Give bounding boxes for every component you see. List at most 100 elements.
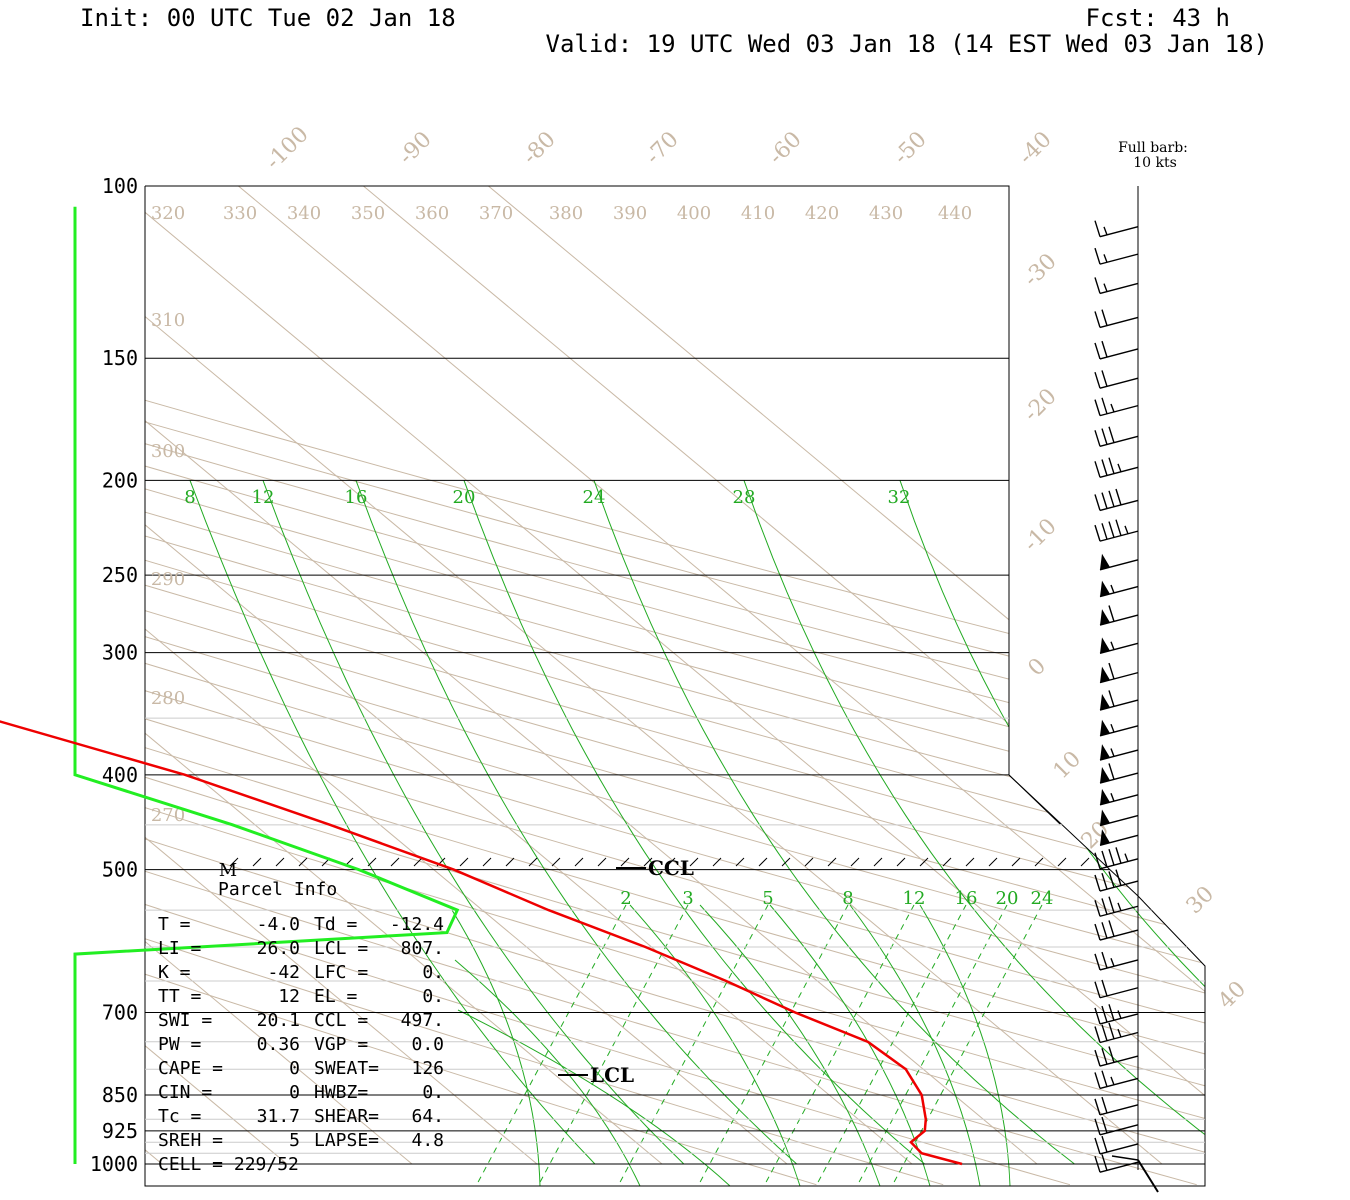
theta-label: 430: [869, 203, 903, 224]
wind-barb: [1099, 829, 1139, 846]
hatch-mark: [482, 857, 492, 867]
parcel-info-cell: SHEAR=: [314, 1106, 379, 1127]
parcel-info-cell: 126: [411, 1058, 444, 1079]
wind-barb: [1094, 220, 1139, 238]
parcel-info-cell: PW =: [158, 1034, 202, 1055]
wind-barb: [1099, 744, 1139, 761]
wind-barb: [1099, 809, 1139, 827]
parcel-info-cell: LFC =: [314, 962, 368, 983]
parcel-info-cell: Tc =: [158, 1106, 202, 1127]
mixing-ratio-dashed-line: [856, 904, 1008, 1186]
moist-adiabat-lower-line: [699, 904, 881, 1186]
plot-frame: [144, 185, 1206, 1187]
wind-barb: [1094, 519, 1139, 542]
hatch-mark: [1011, 857, 1021, 867]
valid-time: Valid: 19 UTC Wed 03 Jan 18 (14 EST Wed …: [546, 30, 1268, 58]
pressure-label: 300: [102, 641, 138, 665]
parcel-info-cell: SREH =: [158, 1130, 223, 1151]
dry-adiabat-line: [145, 186, 1205, 1186]
theta-label: 420: [805, 203, 839, 224]
wind-barb: [1094, 277, 1139, 295]
wind-barb: [1099, 637, 1139, 654]
pressure-label: 250: [102, 563, 138, 587]
dry-adiabat-line: [145, 186, 1205, 1186]
isotherm-label: -70: [641, 127, 684, 170]
hatch-mark: [643, 857, 653, 867]
parcel-info-cell: 20.1: [257, 1010, 300, 1031]
hatch-mark: [896, 857, 906, 867]
isotherm-label: -100: [261, 122, 314, 175]
mixing-ratio-dashed-line: [537, 904, 689, 1186]
parcel-info-cell: SWI =: [158, 1010, 212, 1031]
wind-barb: [1094, 340, 1139, 360]
isotherm-line: [0, 186, 37, 1164]
dry-adiabat-line: [145, 186, 1205, 1186]
moist-adiabat-lower-line: [454, 959, 641, 1186]
mixing-ratio-label: 16: [955, 888, 978, 909]
parcel-info-cell: T =: [158, 914, 191, 935]
isotherm-line: [145, 186, 663, 1165]
mixing-ratio-dashed-line: [697, 904, 849, 1186]
mixing-ratio-dashed-line: [815, 904, 967, 1186]
lower-mixing-ratio-lines: [452, 904, 1043, 1186]
init-time: Init: 00 UTC Tue 02 Jan 18: [80, 4, 456, 32]
wind-barb: [1094, 457, 1139, 478]
parcel-info-cell: 0: [289, 1082, 300, 1103]
mixing-ratio-label: 32: [888, 487, 911, 508]
theta-label: 320: [151, 203, 185, 224]
parcel-info-box: Parcel Info T = -4.0 Td = -12.4 LI = 26.0 LCL …: [158, 879, 444, 1175]
mixing-ratio-label: 20: [453, 487, 476, 508]
surface-wind-barb: [1111, 1155, 1159, 1193]
parcel-info-cell: CCL =: [314, 1010, 368, 1031]
wind-barb: [1094, 1004, 1139, 1025]
hatch-mark: [850, 857, 860, 867]
hatch-mark: [505, 857, 515, 867]
isotherm-label: 40: [1214, 977, 1251, 1014]
parcel-info-cell: TT =: [158, 986, 202, 1007]
theta-label: 390: [613, 203, 647, 224]
wind-barb: [1094, 1154, 1139, 1173]
isotherm-label: -50: [889, 127, 932, 170]
isotherm-line: [145, 186, 1205, 1165]
theta-label: 380: [549, 203, 583, 224]
barb-legend-line2: 10 kts: [1133, 155, 1177, 171]
background-lines: [0, 186, 1205, 1186]
dry-adiabat-line: [145, 186, 1205, 1186]
pressure-label: 100: [102, 174, 138, 198]
wind-barb: [1094, 1096, 1139, 1116]
wind-barb: [1099, 763, 1139, 784]
hatch-mark: [965, 857, 975, 867]
forecast-hour: Fcst: 43 h: [1086, 4, 1231, 32]
theta-label: 300: [151, 441, 185, 462]
wind-barb: [1099, 662, 1139, 684]
dry-adiabat-line: [145, 186, 1205, 1186]
parcel-info-title: Parcel Info: [218, 879, 337, 900]
mixing-ratio-label: 2: [620, 888, 631, 909]
theta-label: 310: [151, 310, 185, 331]
hatch-mark: [758, 857, 768, 867]
parcel-info-cell: 0: [289, 1058, 300, 1079]
theta-label: 370: [479, 203, 513, 224]
parcel-info-cell: 12: [278, 986, 300, 1007]
wind-barb: [1094, 1070, 1139, 1090]
isotherm-label: -20: [1019, 384, 1062, 427]
mixing-ratio-label: 20: [996, 888, 1019, 909]
parcel-info-cell: 4.8: [411, 1130, 444, 1151]
pressure-label: 150: [102, 346, 138, 370]
frame-diagonal-upper: [1008, 774, 1061, 825]
hatch-mark: [1080, 857, 1090, 867]
wind-barb: [1094, 847, 1139, 870]
dry-adiabat-line: [145, 186, 1205, 1186]
parcel-info-cell: LI =: [158, 938, 202, 959]
isotherm-line: [145, 186, 288, 1165]
wind-barb: [1099, 690, 1139, 711]
mixing-ratio-label: 24: [583, 487, 606, 508]
parcel-info-cell: LAPSE=: [314, 1130, 379, 1151]
hatch-mark: [689, 857, 699, 867]
theta-label: 400: [677, 203, 711, 224]
hatch-mark: [1034, 857, 1044, 867]
parcel-info-row: CELL = 229/52: [158, 1154, 299, 1175]
theta-label: 270: [151, 805, 185, 826]
barb-legend-line1: Full barb:: [1118, 140, 1188, 156]
